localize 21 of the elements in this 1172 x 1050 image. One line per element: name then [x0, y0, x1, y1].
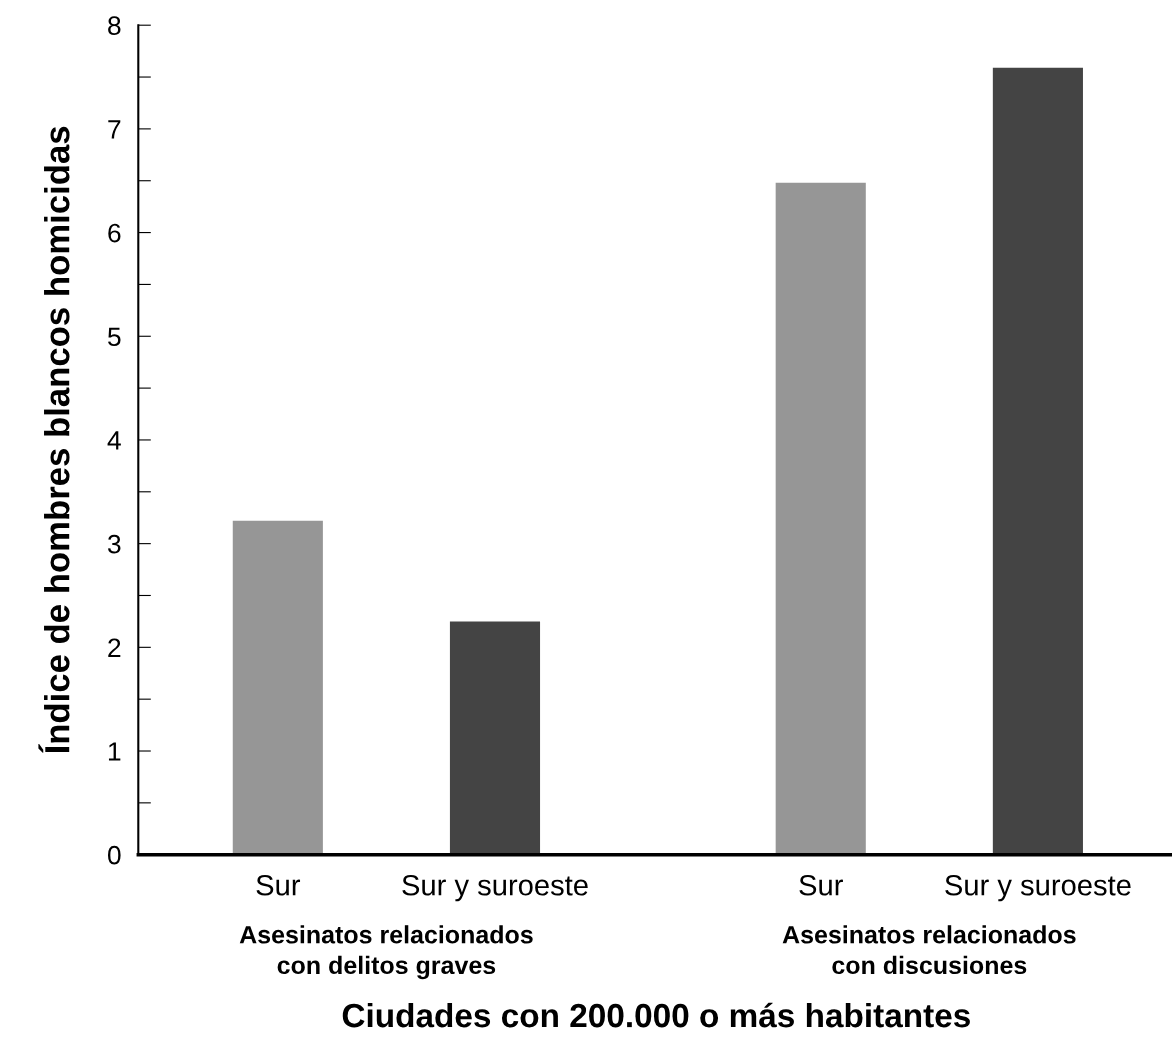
- text: Sur: [799, 874, 843, 896]
- x-tick-label: Asesinatos relacionados con delitos graves: [239, 925, 533, 980]
- y-axis-title: Índice de hombres blancos homicidas: [38, 126, 70, 753]
- x-axis-title: Ciudades con 200.000 o más habitantes: [342, 1002, 970, 1028]
- y-tick-label: 3: [107, 534, 121, 554]
- y-tick-label: 6: [108, 223, 121, 243]
- x-tick-label: Asesinatos relacionados con discusiones: [782, 925, 1076, 975]
- y-tick-label: 7: [108, 120, 121, 139]
- y-tick-label: 0: [107, 845, 121, 865]
- series-label: Sur y suroeste: [402, 874, 588, 902]
- y-tick-label: 1: [108, 742, 121, 761]
- y-tick-label: 4: [107, 431, 121, 450]
- bar: [992, 67, 1083, 855]
- y-tick-label: 2: [108, 638, 121, 657]
- bar: [232, 520, 323, 855]
- text: Sur y suroeste: [945, 874, 1131, 902]
- y-tick-label: 5: [108, 327, 121, 347]
- bar: [449, 621, 541, 855]
- series-label: Sur: [256, 874, 301, 896]
- y-tick-label: 8: [108, 16, 121, 36]
- bar: [775, 182, 866, 855]
